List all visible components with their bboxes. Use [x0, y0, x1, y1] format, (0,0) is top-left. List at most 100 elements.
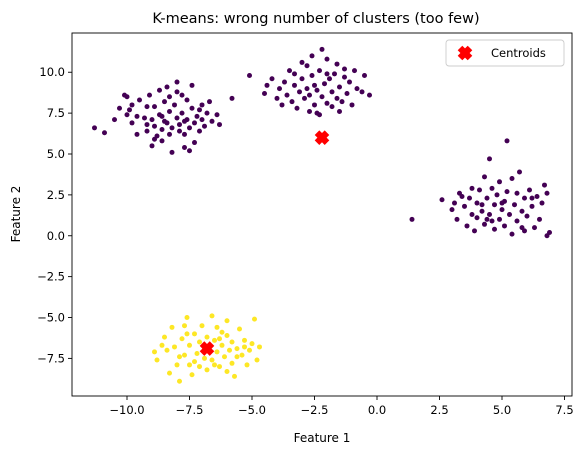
y-axis-label: Feature 2 — [9, 186, 23, 243]
data-point — [509, 176, 515, 182]
data-point — [327, 76, 332, 82]
data-point — [197, 107, 202, 113]
data-point — [169, 125, 175, 131]
data-point — [472, 228, 477, 234]
data-point — [527, 187, 532, 193]
centroid-markers — [199, 130, 330, 356]
x-tick-label: −10.0 — [109, 403, 144, 417]
y-axis: −7.5 −5.0 −2.5 0.0 2.5 5.0 7.5 10.0 — [37, 65, 72, 365]
data-point — [147, 92, 152, 98]
data-point — [209, 118, 215, 124]
data-point — [359, 89, 365, 95]
data-point — [337, 108, 342, 114]
chart-title: K-means: wrong number of clusters (too f… — [152, 11, 479, 27]
data-point — [192, 359, 197, 365]
data-point — [179, 110, 185, 116]
data-point — [219, 342, 225, 348]
data-point — [484, 195, 490, 201]
data-point — [197, 128, 202, 134]
data-point — [164, 120, 170, 126]
data-point — [302, 95, 307, 101]
data-point — [199, 102, 205, 108]
cluster-a-points — [92, 46, 552, 239]
data-point — [167, 131, 172, 137]
data-point — [192, 140, 197, 146]
data-point — [499, 200, 505, 206]
data-point — [307, 92, 312, 98]
data-point — [194, 113, 200, 119]
data-point — [494, 192, 500, 198]
data-point — [177, 378, 182, 384]
data-point — [192, 120, 197, 126]
data-point — [144, 122, 150, 128]
data-point — [169, 149, 175, 155]
data-point — [192, 331, 197, 337]
data-point — [542, 182, 547, 188]
data-point — [187, 362, 192, 368]
data-point — [284, 92, 290, 98]
data-point — [479, 208, 485, 214]
data-point — [207, 99, 212, 105]
data-point — [324, 100, 330, 106]
data-point — [352, 68, 357, 74]
data-point — [212, 362, 217, 368]
data-point — [197, 364, 202, 370]
y-tick-label: 5.0 — [47, 147, 65, 161]
data-point — [174, 79, 180, 85]
data-point — [502, 223, 507, 229]
data-point — [312, 102, 317, 108]
data-point — [224, 333, 230, 338]
data-point — [177, 354, 182, 360]
data-point — [164, 84, 170, 90]
data-point — [229, 360, 235, 366]
data-point — [194, 350, 200, 356]
data-point — [334, 95, 340, 101]
data-point — [112, 117, 117, 123]
data-point — [342, 66, 347, 72]
data-point — [519, 225, 525, 231]
data-point — [234, 354, 240, 360]
data-point — [167, 108, 172, 114]
centroid-marker — [199, 341, 215, 356]
data-point — [459, 194, 465, 200]
data-point — [344, 91, 350, 96]
data-point — [529, 203, 535, 209]
data-point — [214, 349, 220, 355]
data-point — [309, 73, 315, 79]
data-point — [182, 352, 187, 358]
data-point — [152, 136, 157, 142]
data-point — [244, 362, 250, 368]
data-point — [287, 68, 292, 74]
data-point — [237, 326, 242, 332]
data-point — [309, 53, 315, 59]
x-tick-label: 2.5 — [430, 403, 448, 417]
data-point — [209, 313, 215, 319]
data-point — [504, 138, 510, 144]
data-point — [299, 76, 305, 82]
data-point — [129, 120, 135, 126]
data-point — [137, 97, 142, 103]
data-point — [232, 373, 237, 379]
data-point — [367, 92, 372, 98]
data-point — [252, 316, 257, 322]
data-point — [469, 185, 475, 191]
data-point — [512, 202, 517, 208]
data-point — [504, 189, 510, 195]
data-point — [487, 156, 492, 162]
data-point — [317, 68, 322, 74]
data-point — [149, 143, 155, 149]
y-tick-label: 7.5 — [47, 106, 65, 120]
data-point — [224, 368, 230, 374]
data-point — [482, 221, 487, 227]
data-point — [277, 86, 282, 92]
data-point — [117, 105, 122, 111]
data-point — [304, 63, 310, 69]
data-point — [189, 105, 195, 111]
data-point — [497, 216, 502, 222]
data-point — [167, 370, 172, 376]
x-tick-label: −5.0 — [238, 403, 266, 417]
data-point — [217, 336, 222, 342]
y-tick-label: −2.5 — [37, 270, 65, 284]
data-point — [169, 324, 175, 330]
